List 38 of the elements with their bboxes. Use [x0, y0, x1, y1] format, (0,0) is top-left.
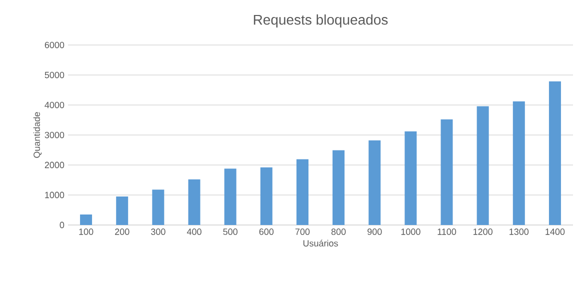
- bar: [404, 131, 417, 225]
- y-tick-label: 0: [60, 222, 64, 228]
- x-tick-label: 1100: [438, 228, 456, 235]
- bar: [152, 190, 164, 225]
- x-tick-label: 1200: [474, 228, 492, 235]
- bar: [548, 81, 561, 225]
- bar: [368, 140, 381, 225]
- bar: [476, 106, 489, 225]
- bar: [188, 179, 200, 225]
- x-tick-label: 300: [151, 228, 166, 235]
- bar: [260, 167, 272, 225]
- x-tick-label: 700: [295, 228, 310, 235]
- x-tick-label: 800: [331, 228, 346, 235]
- y-tick-label: 4000: [44, 102, 64, 108]
- bar: [80, 214, 92, 225]
- x-axis-title: Usuários: [303, 240, 338, 246]
- x-tick-label: 900: [368, 228, 382, 235]
- y-tick-label: 2000: [44, 162, 64, 168]
- bar: [224, 168, 236, 225]
- bar: [116, 196, 128, 225]
- x-tick-label: 600: [259, 228, 274, 235]
- bar: [512, 101, 525, 225]
- y-axis-title: Quantidade: [33, 112, 42, 158]
- y-tick-label: 5000: [44, 72, 64, 78]
- x-tick-label: 500: [223, 228, 238, 235]
- x-tick-label: 200: [115, 228, 130, 235]
- bar: [296, 159, 308, 225]
- y-tick-label: 3000: [44, 132, 64, 138]
- y-tick-label: 6000: [44, 42, 64, 48]
- y-tick-label: 1000: [45, 192, 64, 198]
- bar: [440, 119, 453, 225]
- x-tick-label: 100: [79, 228, 94, 235]
- x-tick-label: 400: [186, 228, 202, 235]
- x-tick-label: 1000: [401, 228, 420, 235]
- chart-title: Requests bloqueados: [254, 14, 388, 28]
- x-tick-label: 1300: [510, 228, 529, 235]
- x-tick-label: 1400: [546, 228, 565, 235]
- bar: [332, 150, 345, 225]
